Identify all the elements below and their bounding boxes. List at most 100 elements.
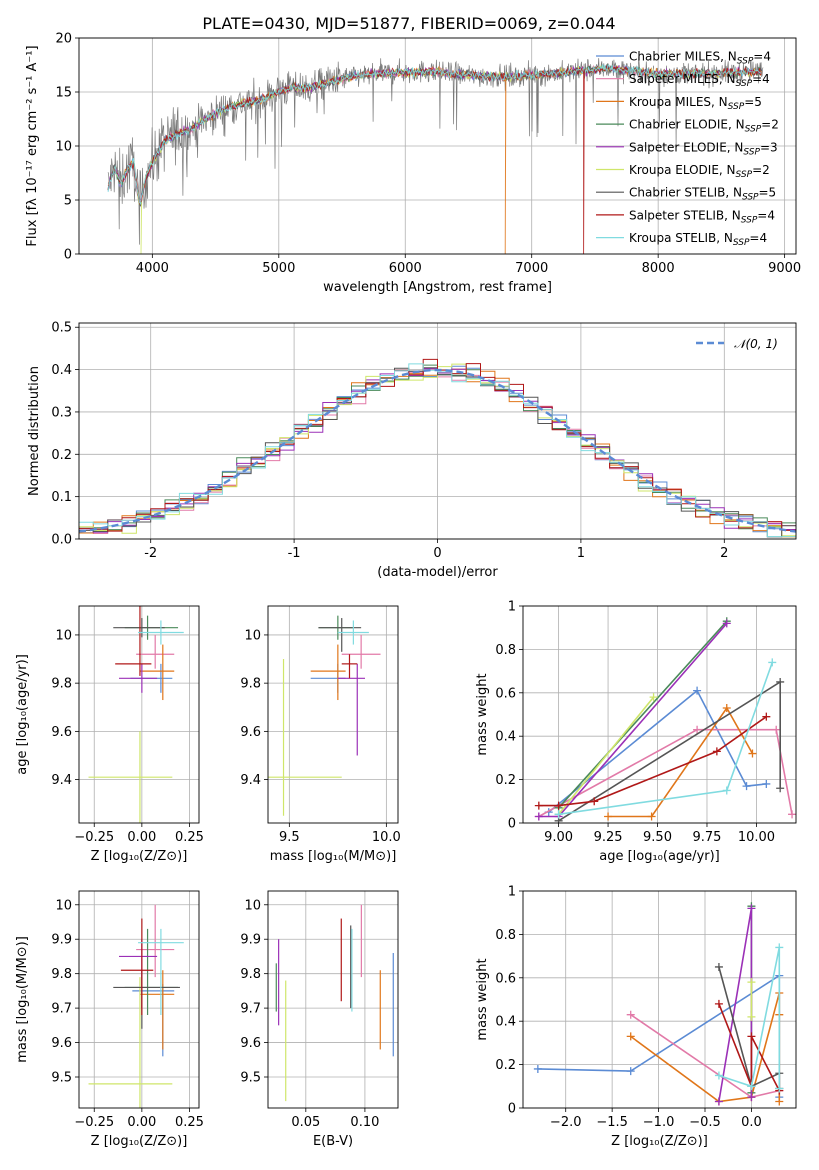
x-axis-label: E(B-V) (313, 1134, 353, 1149)
weight-marker (554, 801, 563, 810)
axes-frame (78, 322, 797, 540)
x-tick-label: 0.00 (127, 1115, 156, 1130)
legend-entry: Chabrier ELODIE, NSSP=2 (629, 118, 779, 135)
x-tick-label: 0.00 (127, 830, 156, 845)
plot-area (268, 615, 381, 816)
y-tick-label: 0.4 (495, 1015, 516, 1030)
grid-lines (523, 605, 796, 824)
errorbar-salpeter-stelib (341, 654, 358, 679)
model-line-chabrier-miles (107, 64, 763, 206)
errorbar-salpeter-elodie (337, 663, 366, 756)
legend-name: Chabrier ELODIE, N (629, 118, 745, 132)
y-tick-label: 0.4 (495, 730, 516, 745)
errorbar-salpeter-miles (136, 634, 175, 669)
weight-marker (768, 658, 777, 667)
legend-eq: =5 (759, 186, 777, 200)
x-tick-label: -1 (288, 546, 301, 561)
legend-entry: 𝒩(0, 1) (734, 337, 778, 351)
y-tick-label: 0.1 (51, 490, 72, 505)
x-axis-label: Z [log₁₀(Z/Z⊙)] (611, 1134, 708, 1149)
x-tick-label: −0.25 (74, 830, 114, 845)
y-tick-label: 15 (55, 86, 72, 101)
errorbar-kroupa-stelib (337, 620, 369, 645)
tick-labels: -2 -1 0 1 2 0.0 0.1 0.2 0.3 0.4 0.5 (51, 321, 728, 561)
x-tick-label: 0.25 (175, 830, 204, 845)
y-axis-label: Flux [fλ 10⁻¹⁷ erg cm⁻² s⁻¹ A⁻¹] (25, 45, 40, 246)
legend-eq: =5 (744, 95, 762, 109)
x-axis-label: Z [log₁₀(Z/Z⊙)] (91, 1134, 188, 1149)
weight-marker (747, 904, 756, 913)
legend-sub: SSP (728, 102, 745, 112)
y-tick-label: 0.2 (51, 448, 72, 463)
weight-marker (649, 693, 658, 702)
plot-area (79, 358, 796, 538)
x-tick-label: 0.25 (175, 1115, 204, 1130)
axes-frame (78, 37, 797, 255)
y-tick-label: 9.8 (240, 967, 261, 982)
y-tick-label: 0.6 (495, 686, 516, 701)
weight-line (538, 728, 793, 818)
weight-line (608, 706, 754, 818)
weight-marker (604, 812, 613, 821)
y-tick-label: 0.8 (495, 643, 516, 658)
y-tick-label: 9.8 (51, 677, 72, 692)
chart-spectrum: 4000 5000 6000 7000 8000 9000 0 5 10 15 20 waveleng… (25, 14, 801, 295)
axes-frame (78, 605, 200, 824)
errorbar-salpeter-miles (136, 904, 175, 978)
axes-frame (522, 890, 797, 1109)
weight-marker (748, 749, 757, 758)
weight-marker (693, 686, 702, 695)
x-tick-label: 0.0 (741, 1115, 762, 1130)
tick-labels: −0.25 0.00 0.25 9.4 9.6 9.8 10 (51, 628, 204, 845)
legend-sub: SSP (736, 79, 753, 89)
grid-lines (79, 606, 199, 823)
errorbar-chabrier-stelib (318, 618, 362, 652)
y-tick-label: 9.4 (240, 773, 261, 788)
y-tick-label: 9.6 (51, 1036, 72, 1051)
grid-lines (268, 891, 398, 1108)
weight-marker (714, 962, 723, 971)
tick-labels: 0.05 0.10 9.5 9.6 9.7 9.8 9.9 10 (240, 898, 379, 1130)
y-tick-label: 10 (244, 898, 261, 913)
errorbar-salpeter-stelib (115, 606, 152, 676)
weight-marker (762, 779, 771, 788)
y-tick-label: 20 (55, 32, 72, 47)
errorbar-salpeter-stelib (120, 918, 154, 1015)
plot-area (107, 56, 764, 254)
y-axis-label: Normed distribution (27, 366, 42, 496)
weight-series-kroupa-stelib (554, 658, 777, 819)
y-axis-label: age [log₁₀(age/yr)] (15, 654, 30, 775)
x-tick-label: −1.0 (643, 1115, 675, 1130)
x-axis-label: Z [log₁₀(Z/Z⊙)] (91, 849, 188, 864)
axes-frame (267, 605, 399, 824)
errorbar-kroupa-elodie (268, 659, 342, 816)
legend-sub: SSP (745, 125, 762, 135)
tick-labels: 4000 5000 6000 7000 8000 9000 0 5 10 15 20 (55, 32, 801, 277)
grid-lines (268, 606, 398, 823)
x-tick-label: 10.00 (738, 830, 775, 845)
x-tick-label: −0.25 (74, 1115, 114, 1130)
weight-marker (762, 712, 771, 721)
x-tick-label: 6000 (389, 261, 422, 276)
weight-marker (747, 1012, 756, 1021)
legend-eq: =4 (757, 208, 775, 222)
weight-series-chabrier-stelib (554, 677, 785, 823)
weight-marker (626, 1010, 635, 1019)
errorbar-kroupa-miles (139, 970, 175, 1050)
x-tick-label: 9000 (768, 261, 801, 276)
legend-entry: Salpeter MILES, NSSP=4 (629, 72, 770, 89)
weight-marker (554, 810, 563, 819)
y-tick-label: 10 (55, 898, 72, 913)
y-tick-label: 9.7 (240, 1002, 261, 1017)
weight-line (558, 680, 781, 822)
weight-marker (714, 1097, 723, 1106)
weight-series-kroupa-elodie (747, 978, 756, 1021)
y-tick-label: 10 (55, 628, 72, 643)
weight-marker (772, 725, 781, 734)
x-tick-label: 8000 (642, 261, 675, 276)
x-tick-label: 9.75 (693, 830, 722, 845)
y-tick-label: 0 (508, 817, 516, 832)
legend-name: Salpeter MILES, N (629, 72, 736, 86)
legend-sub: SSP (743, 147, 760, 157)
